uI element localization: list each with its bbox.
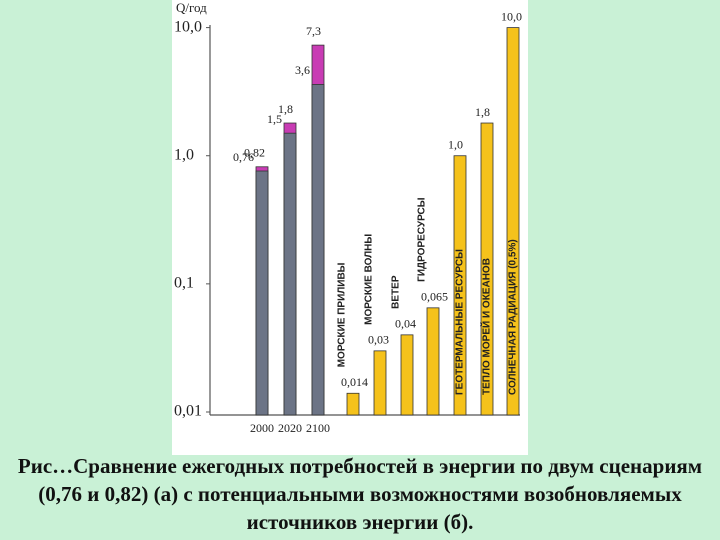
y-tick-label: 10,0: [174, 18, 202, 35]
value-label: 0,014: [341, 375, 368, 389]
value-label: 0,04: [395, 317, 416, 331]
x-tick-label: 2020: [278, 421, 302, 435]
caption: Рис…Сравнение ежегодных потребностей в э…: [17, 454, 703, 534]
source-bar: [373, 350, 387, 416]
source-bar: [400, 334, 414, 416]
value-label: 0,76: [233, 150, 254, 164]
source-label: ГЕОТЕРМАЛЬНЫЕ РЕСУРСЫ: [455, 249, 466, 395]
value-label: 0,065: [421, 290, 448, 304]
value-label: 1,8: [278, 102, 293, 116]
source-label: ВЕТЕР: [391, 275, 402, 309]
y-axis-label: Q/год: [176, 0, 207, 15]
source-bar: [480, 122, 494, 416]
x-tick-label: 2100: [306, 421, 330, 435]
source-label: ТЕПЛО МОРЕЙ И ОКЕАНОВ: [480, 258, 493, 395]
value-label: 7,3: [306, 24, 321, 38]
value-label: 1,5: [267, 112, 282, 126]
y-tick-label: 0,01: [174, 403, 202, 420]
y-tick-label: 0,1: [174, 275, 194, 292]
source-label: МОРСКИЕ ПРИЛИВЫ: [337, 262, 348, 367]
source-bar: [346, 392, 360, 416]
chart-area: [172, 0, 528, 455]
source-bar: [506, 27, 520, 416]
x-tick-label: 2000: [250, 421, 274, 435]
source-label: ГИДРОРЕСУРСЫ: [417, 197, 428, 282]
value-label: 10,0: [501, 9, 522, 23]
source-bar: [426, 307, 440, 416]
value-label: 3,6: [295, 63, 310, 77]
source-label: МОРСКИЕ ВОЛНЫ: [364, 234, 375, 325]
source-bar: [453, 155, 467, 416]
demand-bar: [283, 132, 297, 416]
value-label: 1,8: [475, 105, 490, 119]
value-label: 0,82: [244, 146, 265, 160]
value-label: 0,03: [368, 333, 389, 347]
demand-bar: [255, 170, 269, 416]
chart: Q/год 0,01 0,1 1,0 10,0 2000 2020 2100 0,82 1,8 7…: [172, 0, 528, 455]
demand-bar: [311, 84, 325, 416]
value-label: 1,0: [448, 137, 463, 151]
source-label: СОЛНЕЧНАЯ РАДИАЦИЯ (0,5%): [508, 239, 519, 395]
y-tick-label: 1,0: [174, 146, 194, 163]
